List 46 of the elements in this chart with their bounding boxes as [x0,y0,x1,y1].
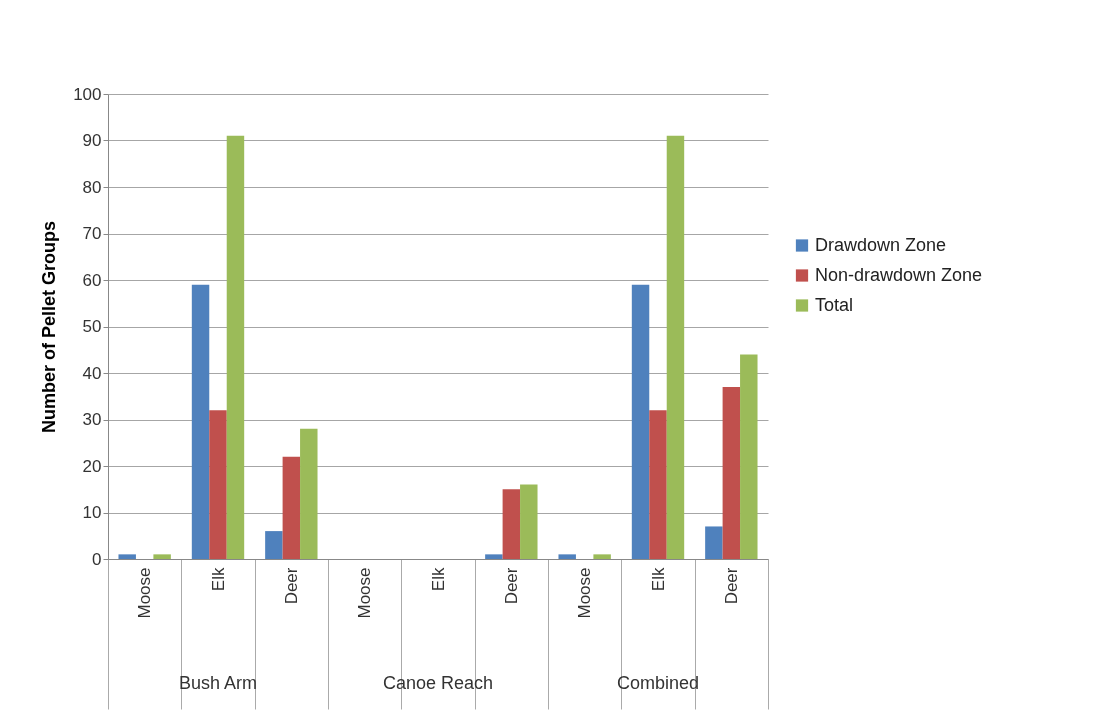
bar [300,428,318,559]
legend-label: Total [815,294,854,315]
bar [722,386,741,559]
bar [558,554,576,559]
bar [631,284,650,559]
bar [226,135,245,559]
x-tick-label: Elk [428,567,448,592]
bar [153,554,171,559]
y-tick-label: 60 [82,270,102,290]
bar [593,554,611,559]
bar [485,554,503,559]
bar [282,456,301,559]
bar [209,410,227,559]
bar [118,554,136,559]
bar [265,531,283,559]
x-tick-label: Moose [575,567,595,619]
y-tick-label: 0 [92,549,102,569]
text: Canoe Reach [382,673,494,693]
y-tick-label: 40 [82,363,102,383]
text: Combined [616,673,700,693]
y-tick-label: 100 [73,84,102,104]
bar [191,284,210,559]
x-tick-label: Deer [501,567,521,605]
x-tick-label: Deer [721,567,741,605]
bar [705,526,723,559]
x-tick-label: Moose [135,567,155,619]
y-tick-label: 30 [82,410,102,429]
x-tick-label: Elk [208,567,228,592]
y-tick-label: 70 [82,224,102,243]
y-tick-label: 50 [82,317,102,336]
bar [520,484,538,559]
y-tick-label: 20 [82,456,102,476]
bar [666,135,685,559]
y-axis-title: Number of Pellet Groups [39,220,60,434]
text: Bush Arm [178,673,258,693]
bar [649,410,667,559]
x-tick-label: Moose [355,567,375,619]
y-tick-label: 80 [82,177,102,197]
legend-label: Non-drawdown Zone [815,264,983,285]
bar [740,354,758,559]
y-tick-label: 90 [82,131,102,150]
bar [502,489,521,559]
y-tick-label: 10 [82,503,102,522]
x-tick-label: Deer [281,567,301,605]
x-tick-label: Elk [648,567,668,592]
legend-label: Drawdown Zone [815,234,947,255]
